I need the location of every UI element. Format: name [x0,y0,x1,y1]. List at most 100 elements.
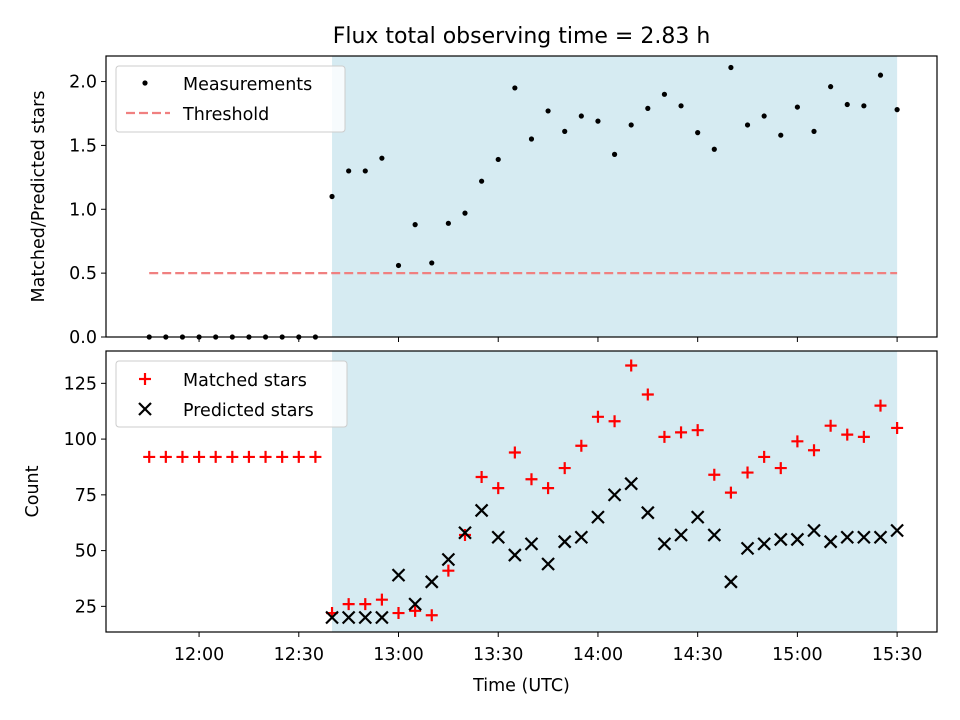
matched-star-marker [591,410,604,423]
matched-star-marker [475,471,488,484]
measurement-point [744,122,751,128]
legend-measurements-label: Measurements [183,75,312,95]
measurement-point [645,105,651,111]
matched-star-marker [226,450,239,463]
matched-star-marker [741,466,754,479]
top-y-tick-label: 2.0 [69,73,97,93]
measurement-point [778,132,784,138]
predicted-star-marker [807,523,821,538]
bottom-legend: Matched stars Predicted stars [115,360,348,428]
top-y-tick-label: 1.0 [69,200,97,220]
measurement-point [578,113,584,119]
predicted-star-marker [757,537,771,551]
matched-star-marker [492,482,505,495]
measurement-point [545,108,551,114]
predicted-star-marker [341,610,356,625]
bottom-y-tick-label: 75 [75,486,97,506]
matched-star-marker [724,486,737,499]
matched-star-marker [359,598,372,611]
chart-title: Flux total observing time = 2.83 h [333,24,711,49]
matched-star-marker [608,415,621,428]
measurement-point [611,151,618,157]
bottom-y-axis-label: Count [23,465,43,517]
measurement-point [562,128,568,134]
matched-star-marker [857,430,870,443]
x-tick-label: 15:00 [772,645,822,665]
top-shaded-region [332,56,898,337]
measurement-point [678,103,684,109]
measurement-point [512,85,518,91]
predicted-star-marker [408,597,422,611]
legend-measurements-marker [142,80,148,86]
predicted-star-marker [740,541,755,556]
matched-star-marker [409,604,422,617]
measurement-point [811,128,817,134]
predicted-star-marker [624,476,638,491]
measurement-point [661,91,668,97]
predicted-star-marker [458,525,472,540]
x-tick-label: 14:00 [573,645,623,665]
predicted-star-marker [674,528,688,542]
predicted-star-marker [325,610,339,625]
matched-star-marker [791,435,804,448]
legend-predicted-marker [138,402,152,416]
predicted-star-marker [441,552,456,567]
matched-star-marker [675,426,688,439]
measurement-point [728,64,734,71]
matched-star-marker [242,450,255,463]
measurement-point [395,262,402,269]
bottom-y-tick-label: 100 [64,430,97,450]
predicted-star-marker [840,530,855,544]
x-tick-label: 13:30 [473,645,523,665]
bottom-y-tick-label: 125 [64,374,97,394]
matched-star-marker [292,450,305,463]
matched-star-marker [708,468,721,481]
measurement-point [628,122,634,128]
bottom-y-tick-label: 25 [75,597,97,617]
legend-matched-marker [139,373,151,385]
measurement-point [761,113,767,119]
measurement-point [412,222,418,228]
x-axis-label: Time (UTC) [472,676,570,696]
measurement-point [495,156,501,163]
top-y-tick-label: 1.5 [69,136,97,156]
measurement-point [329,193,335,200]
matched-star-marker [209,450,222,463]
matched-star-marker [691,424,704,437]
measurement-point [479,178,485,184]
measurement-point [877,72,884,78]
matched-star-marker [824,419,837,432]
matched-star-marker [442,564,455,577]
bottom-axes-frame [105,350,938,633]
predicted-star-marker [790,532,805,547]
matched-star-marker [392,607,405,620]
top-legend: Measurements Threshold [115,65,346,133]
matched-star-marker [774,462,787,475]
measurement-point [445,220,451,226]
matched-star-marker [558,462,571,475]
predicted-star-marker [607,488,622,502]
matched-star-marker [542,482,555,495]
predicted-star-marker [641,505,655,520]
legend-matched-label: Matched stars [183,371,307,391]
predicted-star-marker [391,568,406,582]
matched-star-marker [525,473,538,486]
matched-star-marker [176,450,189,463]
predicted-star-marker [823,534,838,549]
measurement-point [828,84,834,90]
predicted-star-marker [541,557,555,571]
measurement-point [346,168,352,174]
matched-star-marker [658,430,671,443]
matched-star-marker [159,450,172,463]
measurement-point [794,104,800,110]
predicted-star-marker [508,548,522,562]
predicted-star-marker [690,510,705,524]
measurement-point [462,210,468,216]
x-tick-label: 15:30 [872,645,922,665]
legend-threshold-label: Threshold [182,105,269,125]
predicted-star-marker [557,534,572,549]
measurement-point [894,107,900,113]
predicted-star-marker [424,575,439,589]
matched-star-marker [891,421,904,434]
matched-star-marker [259,450,272,463]
